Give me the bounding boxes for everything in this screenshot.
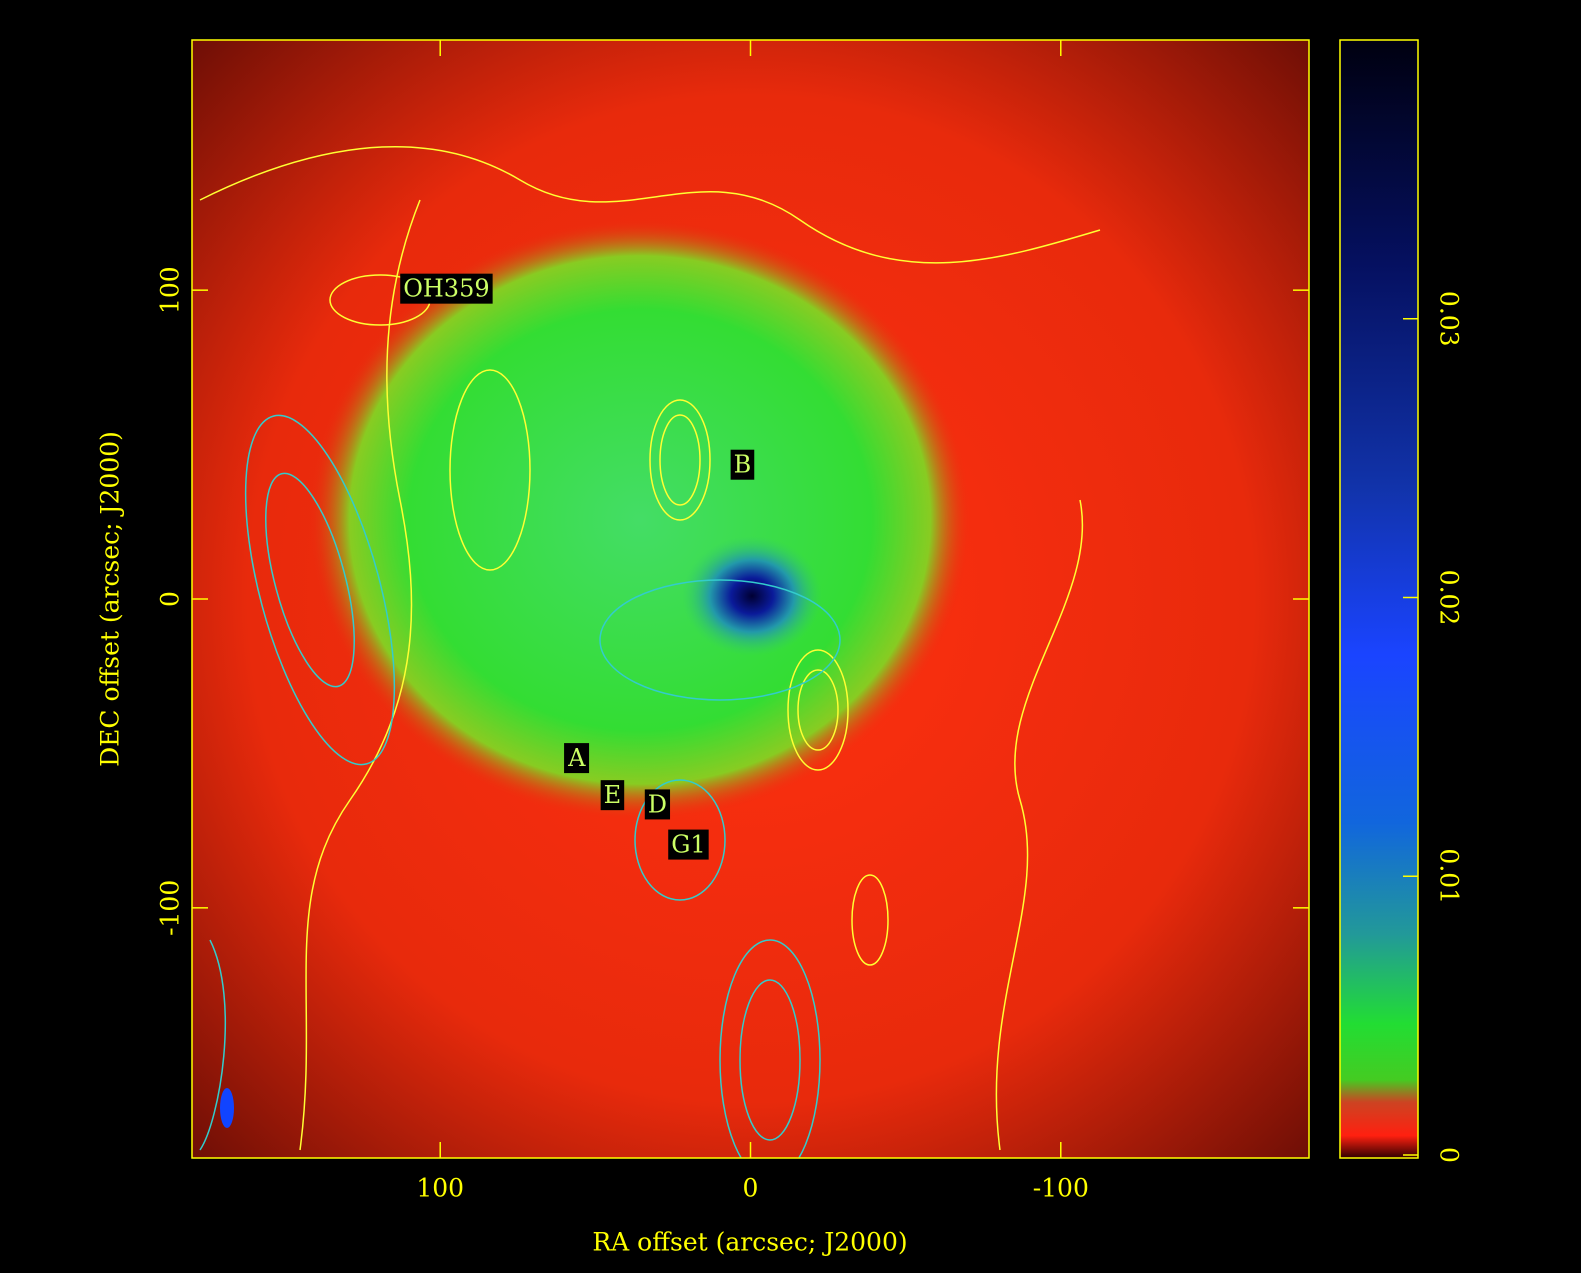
image bbox=[192, 40, 1309, 1180]
y-tick-label: 100 bbox=[156, 266, 185, 314]
y-tick-label: -100 bbox=[156, 880, 185, 936]
colorbar-tick-label: 0.02 bbox=[1435, 570, 1464, 626]
y-tick-label: 0 bbox=[156, 591, 185, 607]
annotation: OH359 bbox=[403, 275, 489, 303]
x-tick-label: -100 bbox=[1033, 1174, 1089, 1203]
colorbar-tick-label: 0 bbox=[1435, 1147, 1464, 1163]
annotation: B bbox=[734, 451, 752, 479]
x-tick-label: 0 bbox=[743, 1174, 759, 1203]
y-axis-title: DEC offset (arcsec; J2000) bbox=[96, 431, 125, 767]
annotation: E bbox=[604, 781, 622, 809]
annotation: D bbox=[648, 790, 667, 818]
colorbar bbox=[1340, 40, 1418, 1158]
colorbar-tick-label: 0.01 bbox=[1435, 848, 1464, 904]
chart: RA offset (arcsec; J2000) DEC offset (ar… bbox=[0, 0, 1581, 1273]
colorbar-tick-label: 0.03 bbox=[1435, 291, 1464, 347]
annotation: A bbox=[567, 744, 586, 772]
annotation: G1 bbox=[671, 831, 705, 859]
x-tick-label: 100 bbox=[416, 1174, 464, 1203]
x-axis-title: RA offset (arcsec; J2000) bbox=[592, 1228, 907, 1257]
